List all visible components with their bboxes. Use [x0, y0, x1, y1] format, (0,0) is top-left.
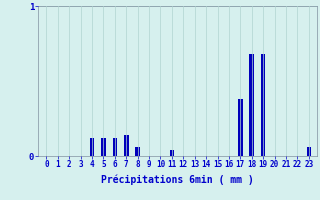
X-axis label: Précipitations 6min ( mm ): Précipitations 6min ( mm )	[101, 175, 254, 185]
Bar	[238, 99, 243, 156]
Bar	[261, 54, 266, 156]
Bar	[113, 138, 117, 156]
Bar	[135, 147, 140, 156]
Bar	[307, 147, 311, 156]
Bar	[90, 138, 94, 156]
Bar	[101, 138, 106, 156]
Bar	[124, 135, 129, 156]
Bar	[250, 54, 254, 156]
Bar	[170, 150, 174, 156]
